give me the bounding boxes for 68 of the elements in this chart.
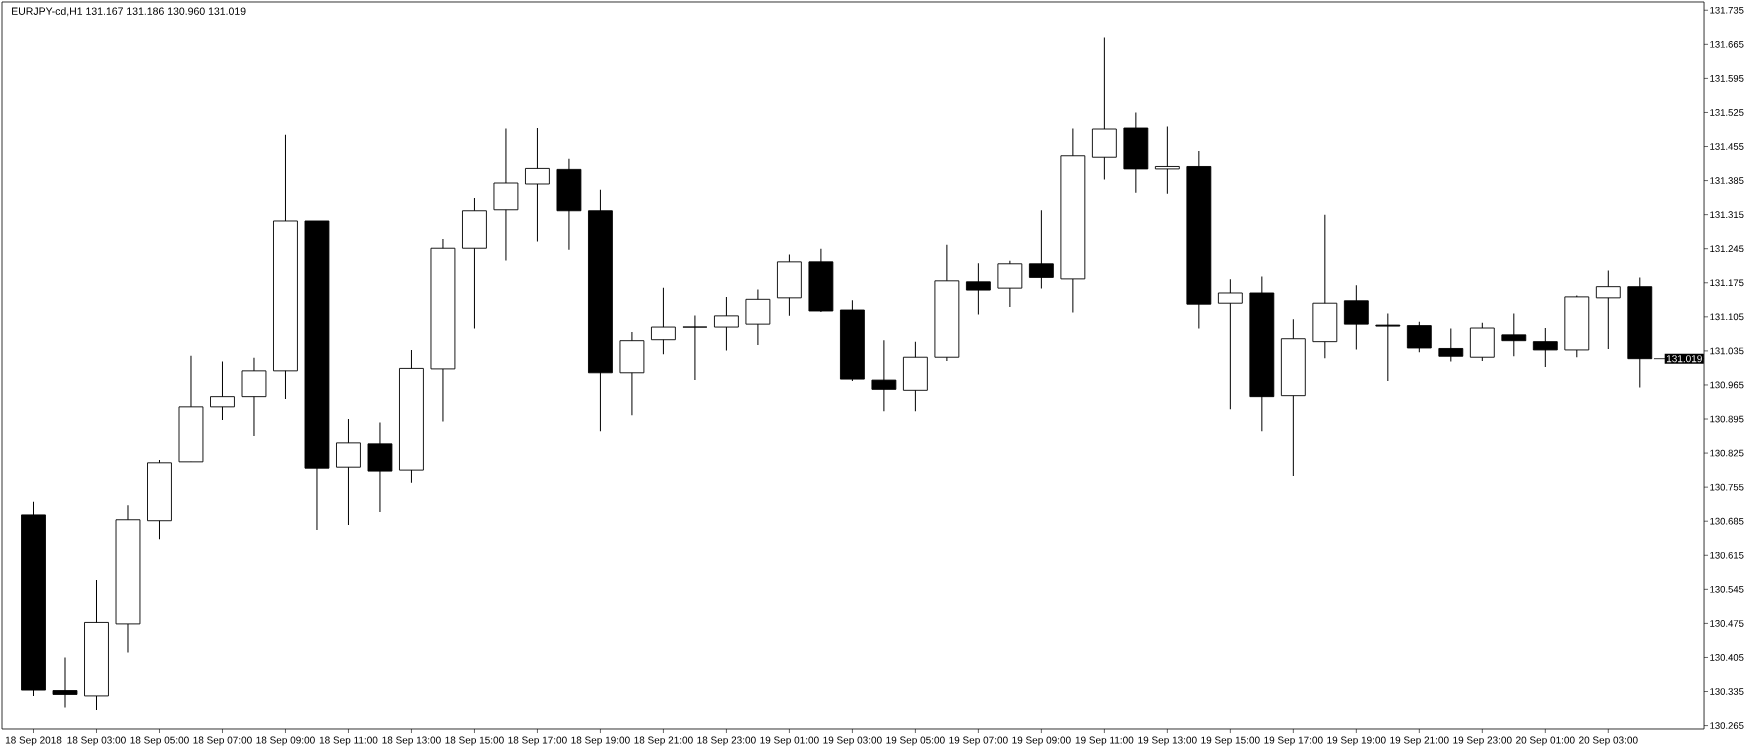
x-tick-label: 19 Sep 05:00 <box>886 736 945 746</box>
x-tick-label: 18 Sep 03:00 <box>67 736 126 746</box>
x-tick-label: 18 Sep 09:00 <box>256 736 315 746</box>
y-tick-label: 130.825 <box>1710 449 1744 457</box>
candlestick <box>1028 209 1054 290</box>
x-tick-label: 19 Sep 07:00 <box>949 736 1008 746</box>
x-tick-label: 18 Sep 13:00 <box>382 736 441 746</box>
y-tick-label: 131.385 <box>1710 177 1744 184</box>
candlestick <box>1154 126 1180 195</box>
y-tick-label: 130.895 <box>1710 415 1744 423</box>
x-tick-label: 18 Sep 11:00 <box>319 736 378 746</box>
x-tick-label: 19 Sep 23:00 <box>1453 736 1512 746</box>
x-tick-label: 19 Sep 03:00 <box>823 736 882 746</box>
y-tick-label: 130.335 <box>1710 688 1744 695</box>
candlestick <box>525 127 550 242</box>
y-tick-label: 130.965 <box>1710 381 1744 389</box>
x-tick-label: 18 Sep 05:00 <box>130 736 189 746</box>
x-tick-label: 18 Sep 23:00 <box>697 736 756 746</box>
y-tick-label: 131.035 <box>1710 347 1744 355</box>
x-tick-label: 19 Sep 01:00 <box>760 736 819 746</box>
y-tick-label: 131.105 <box>1710 313 1744 321</box>
x-tick-label: 18 Sep 07:00 <box>193 736 252 746</box>
x-tick-label: 18 Sep 21:00 <box>634 736 693 746</box>
ref-line-label: 131.019 <box>1666 355 1702 363</box>
candlestick <box>1501 312 1527 357</box>
x-tick-label: 19 Sep 21:00 <box>1390 736 1449 746</box>
x-tick-label: 19 Sep 09:00 <box>1012 736 1071 746</box>
x-tick-label: 19 Sep 13:00 <box>1138 736 1197 746</box>
x-tick-label: 20 Sep 03:00 <box>1579 736 1638 746</box>
candlestick <box>682 314 708 381</box>
candlestick <box>1438 328 1464 363</box>
candlestick <box>210 361 235 421</box>
chart-title: EURJPY-cd,H1 131.167 131.186 130.960 131.019 <box>12 7 246 17</box>
y-tick-label: 130.755 <box>1710 483 1744 491</box>
candlestick <box>1343 284 1369 350</box>
x-tick-label: 19 Sep 19:00 <box>1327 736 1386 746</box>
candlestick <box>871 339 897 412</box>
candlestick <box>1217 278 1243 410</box>
x-tick-label: 18 Sep 19:00 <box>571 736 630 746</box>
y-tick-label: 131.735 <box>1710 6 1744 14</box>
x-tick-label: 20 Sep 01:00 <box>1516 736 1575 746</box>
y-tick-label: 131.595 <box>1710 75 1744 82</box>
y-tick-label: 130.475 <box>1710 620 1744 627</box>
x-tick-label: 19 Sep 11:00 <box>1075 736 1134 746</box>
candlestick <box>1375 312 1401 382</box>
candlestick <box>1532 327 1558 368</box>
candlestick <box>713 296 739 351</box>
y-tick-label: 130.265 <box>1710 722 1744 729</box>
candlestick <box>965 262 991 315</box>
y-tick-label: 131.175 <box>1710 279 1744 287</box>
x-tick-label: 18 Sep 15:00 <box>445 736 504 746</box>
candlestick <box>1406 321 1432 353</box>
y-tick-label: 131.315 <box>1710 211 1744 219</box>
x-tick-label: 19 Sep 15:00 <box>1201 736 1260 746</box>
y-tick-label: 131.665 <box>1710 40 1744 48</box>
x-tick-label: 18 Sep 17:00 <box>508 736 567 746</box>
y-tick-label: 131.525 <box>1710 109 1744 116</box>
y-tick-label: 130.685 <box>1710 517 1744 525</box>
x-tick-label: 18 Sep 2018 <box>5 736 62 746</box>
y-tick-label: 130.615 <box>1710 551 1744 559</box>
candlestick <box>651 287 676 355</box>
candlestick <box>52 656 78 709</box>
candlestick <box>1595 270 1621 350</box>
y-tick-label: 130.545 <box>1710 585 1744 593</box>
x-tick-label: 19 Sep 17:00 <box>1264 736 1323 746</box>
y-tick-label: 131.455 <box>1710 143 1744 150</box>
y-tick-label: 130.405 <box>1710 654 1744 661</box>
y-tick-label: 131.245 <box>1710 245 1744 253</box>
